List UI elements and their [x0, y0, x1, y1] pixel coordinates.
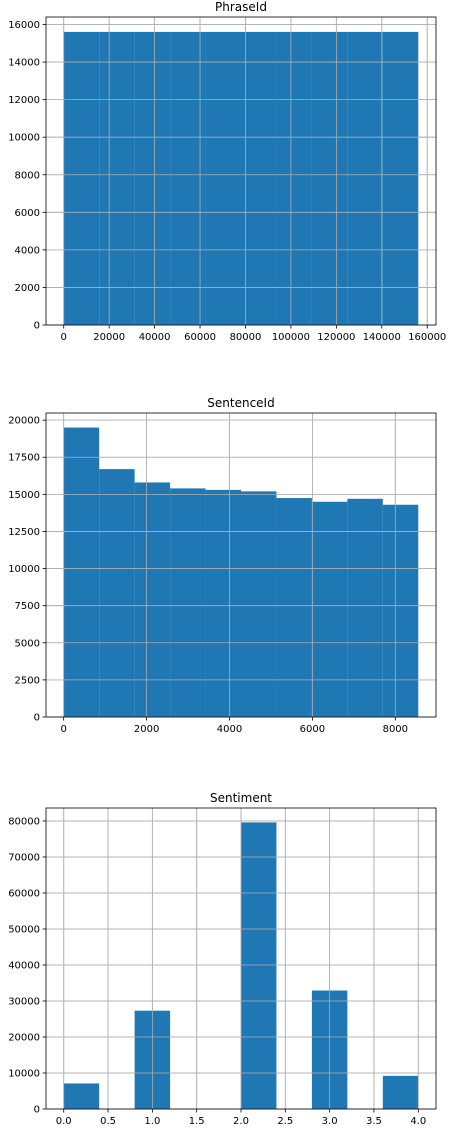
- histogram-bar: [311, 501, 348, 717]
- histogram-bar: [63, 427, 100, 717]
- histogram-bar: [311, 31, 348, 325]
- histogram-bar: [241, 491, 277, 717]
- histogram-bar: [382, 31, 419, 325]
- x-tick-label: 80000: [230, 332, 262, 343]
- y-tick-label: 16000: [8, 20, 40, 31]
- y-tick-label: 10000: [8, 564, 40, 575]
- histogram-bar: [382, 1075, 419, 1109]
- chart-panel-1: 0 20000 40000 60000 80000 100000 120000 140000 1…: [8, 0, 446, 343]
- axes-frame: [45, 16, 437, 326]
- y-tick-label: 2500: [15, 675, 40, 686]
- histogram-bar: [347, 31, 383, 325]
- y-tick-label: 8000: [15, 170, 40, 181]
- histogram-bar: [134, 31, 171, 325]
- x-tick-label: 4.0: [410, 1116, 426, 1127]
- x-tick-label: 4000: [217, 724, 242, 735]
- chart-panel-3: 0.0 0.5 1.0 1.5 2.0 2.5 3.0 3.5 4.0 0 10000 20000 30…: [8, 791, 437, 1127]
- y-tick-label: 15000: [8, 490, 40, 501]
- x-tick-label: 160000: [408, 332, 446, 343]
- chart-panel-2: 0 2000 4000 6000 8000 0 2500 5000 7500 10000 12500…: [8, 396, 437, 735]
- y-tick-label: 6000: [15, 208, 40, 219]
- x-tick-label: 1.0: [144, 1116, 160, 1127]
- y-tick-label: 40000: [8, 960, 40, 971]
- y-tick-label: 60000: [8, 888, 40, 899]
- x-tick-label: 0: [61, 332, 67, 343]
- x-tick-label: 2.0: [233, 1116, 249, 1127]
- histogram-bar: [382, 504, 419, 717]
- y-tick-label: 0: [34, 713, 40, 724]
- x-tick-label: 20000: [93, 332, 125, 343]
- histogram-bar: [63, 31, 100, 325]
- x-tick-label: 2.5: [277, 1116, 293, 1127]
- y-tick-label: 20000: [8, 416, 40, 427]
- y-tick-label: 70000: [8, 852, 40, 863]
- x-tick-label: 0.5: [100, 1116, 116, 1127]
- y-tick-label: 7500: [15, 601, 40, 612]
- histogram-bar: [241, 31, 277, 325]
- x-tick-label: 6000: [300, 724, 325, 735]
- y-tick-label: 0: [34, 321, 40, 332]
- y-tick-label: 10000: [8, 1068, 40, 1079]
- y-tick-label: 14000: [8, 58, 40, 69]
- x-tick-label: 8000: [383, 724, 408, 735]
- y-tick-label: 30000: [8, 996, 40, 1007]
- x-tick-label: 40000: [139, 332, 171, 343]
- axes-frame: [45, 412, 437, 718]
- histogram-bar: [170, 488, 206, 717]
- histogram-bar: [170, 31, 206, 325]
- histogram-bar: [276, 498, 312, 717]
- x-tick-label: 1.5: [189, 1116, 205, 1127]
- histogram-bar: [99, 469, 135, 717]
- y-tick-label: 10000: [8, 133, 40, 144]
- histogram-bar: [134, 482, 171, 717]
- histogram-bar: [99, 31, 135, 325]
- y-tick-label: 5000: [15, 638, 40, 649]
- histogram-bar: [276, 31, 312, 325]
- y-tick-label: 80000: [8, 816, 40, 827]
- y-tick-label: 0: [34, 1105, 40, 1116]
- chart-title: PhraseId: [215, 0, 267, 14]
- chart-title: SentenceId: [207, 396, 274, 410]
- y-tick-label: 12000: [8, 95, 40, 106]
- histogram-bar: [241, 822, 277, 1109]
- histogram-bar: [63, 1083, 100, 1109]
- histogram-bar: [205, 489, 241, 717]
- x-tick-label: 3.0: [322, 1116, 338, 1127]
- histogram-bar: [205, 31, 241, 325]
- x-tick-label: 120000: [317, 332, 355, 343]
- chart-title: Sentiment: [210, 791, 272, 805]
- y-tick-label: 12500: [8, 527, 40, 538]
- y-tick-label: 17500: [8, 453, 40, 464]
- x-tick-label: 2000: [134, 724, 159, 735]
- y-tick-label: 2000: [15, 283, 40, 294]
- y-tick-label: 50000: [8, 924, 40, 935]
- x-tick-label: 100000: [272, 332, 310, 343]
- x-tick-label: 0.0: [56, 1116, 72, 1127]
- x-tick-label: 0: [61, 724, 67, 735]
- histogram-bar: [347, 498, 383, 717]
- x-tick-label: 3.5: [366, 1116, 382, 1127]
- y-tick-label: 20000: [8, 1032, 40, 1043]
- x-tick-label: 140000: [363, 332, 401, 343]
- x-tick-label: 60000: [184, 332, 216, 343]
- y-tick-label: 4000: [15, 245, 40, 256]
